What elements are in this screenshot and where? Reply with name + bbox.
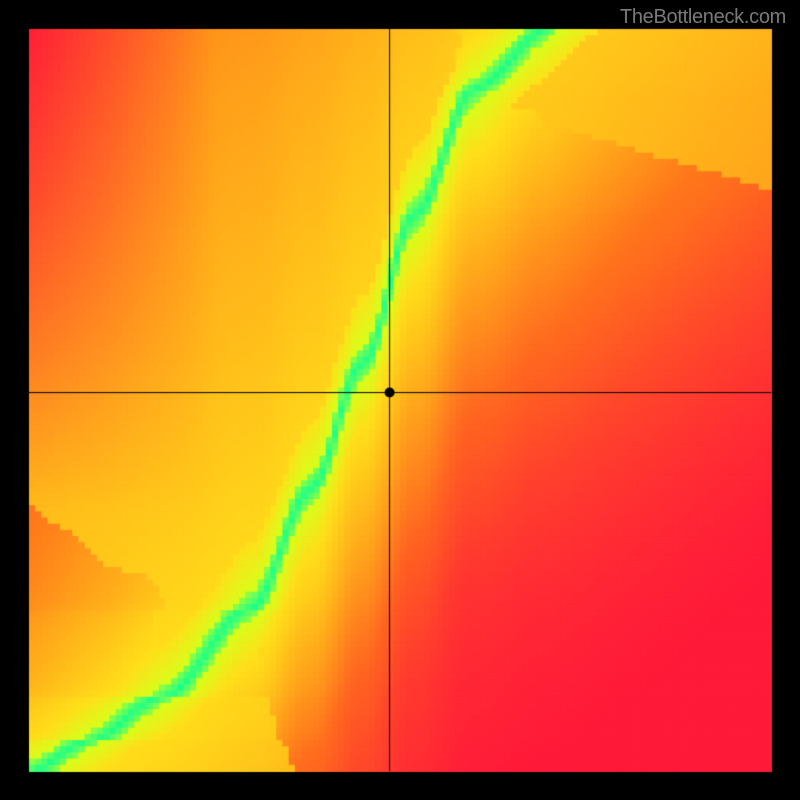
bottleneck-heatmap — [0, 0, 800, 800]
watermark-text: TheBottleneck.com — [620, 6, 786, 29]
chart-container: TheBottleneck.com — [0, 0, 800, 800]
